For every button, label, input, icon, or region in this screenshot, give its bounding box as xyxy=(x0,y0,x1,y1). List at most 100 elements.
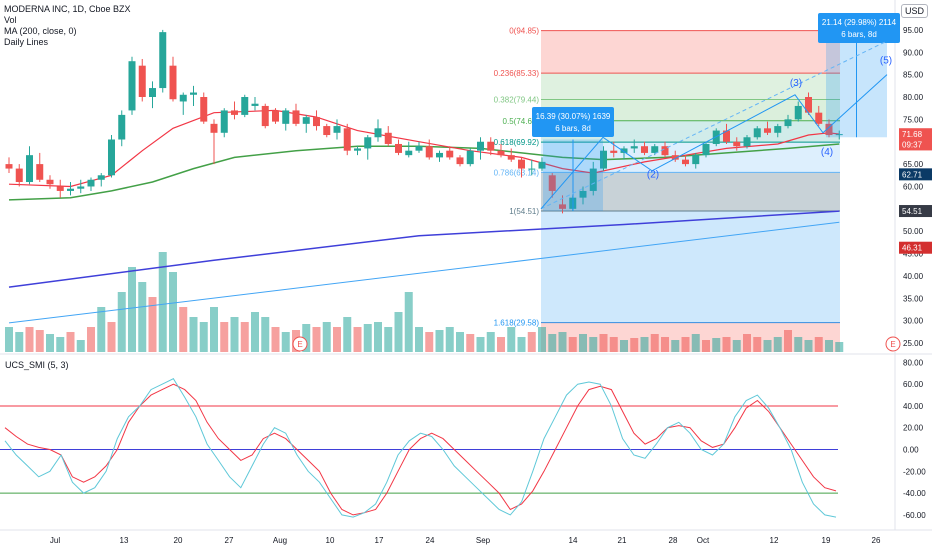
volume-bar xyxy=(763,340,772,352)
fib-level-label: 1(54.51) xyxy=(509,207,539,216)
price-tick-label: 65.00 xyxy=(903,160,924,169)
price-tag xyxy=(899,241,932,254)
price-tag-label: 54.51 xyxy=(902,207,923,216)
candle-body xyxy=(559,204,566,209)
candle-body xyxy=(384,132,392,144)
volume-bar xyxy=(630,338,639,352)
volume-bar xyxy=(691,334,700,352)
volume-bar xyxy=(302,324,311,352)
price-tag-label: 62.71 xyxy=(902,170,923,179)
volume-bar xyxy=(363,324,372,352)
candle-body xyxy=(610,150,618,153)
candle-body xyxy=(46,179,54,185)
candle-body xyxy=(784,119,792,127)
volume-bar xyxy=(199,322,208,352)
volume-bar xyxy=(753,337,762,352)
volume-bar xyxy=(148,297,157,352)
volume-bar xyxy=(394,312,403,352)
fib-level-label: 1.618(29.58) xyxy=(494,319,540,328)
time-tick-label: 14 xyxy=(569,536,578,545)
volume-bar xyxy=(609,337,618,352)
volume-bar xyxy=(230,317,239,352)
candle-body xyxy=(630,146,638,149)
volume-bar xyxy=(476,337,485,352)
candle-body xyxy=(805,97,812,113)
volume-bar xyxy=(343,317,352,352)
candle-body xyxy=(620,148,628,153)
volume-bar xyxy=(538,327,546,352)
candle-body xyxy=(210,123,218,133)
candle-body xyxy=(774,126,782,133)
candle-body xyxy=(466,150,474,165)
price-tick-label: 95.00 xyxy=(903,26,924,35)
volume-bar xyxy=(5,327,13,352)
volume-bars xyxy=(5,252,844,352)
candle-body xyxy=(518,159,525,169)
volume-bar xyxy=(712,338,721,352)
volume-bar xyxy=(56,337,65,352)
price-tick-label: 90.00 xyxy=(903,48,924,57)
candle-body xyxy=(292,110,300,124)
candle-body xyxy=(169,65,177,100)
candle-body xyxy=(446,150,454,158)
candle-body xyxy=(579,190,587,198)
measure-box-line1: 16.39 (30.07%) 1639 xyxy=(536,112,611,121)
time-tick-label: 20 xyxy=(174,536,183,545)
price-tag xyxy=(899,128,932,141)
candle-body xyxy=(661,146,669,156)
time-tick-label: Sep xyxy=(476,536,491,545)
currency-label[interactable]: USD xyxy=(900,4,928,18)
candle-body xyxy=(477,141,484,151)
candle-body xyxy=(26,155,33,182)
volume-bar xyxy=(261,317,270,352)
smi-signal-line xyxy=(4,383,837,516)
candle-body xyxy=(323,126,331,136)
volume-bar xyxy=(650,334,659,352)
candle-body xyxy=(364,137,372,149)
volume-bar xyxy=(271,327,280,352)
measure-box-line2: 6 bars, 8d xyxy=(555,124,591,133)
time-tick-label: 24 xyxy=(426,536,435,545)
candle-body xyxy=(77,186,85,189)
volume-bar xyxy=(435,330,444,352)
volume-bar xyxy=(456,332,464,352)
volume-bar xyxy=(97,307,106,352)
volume-bar xyxy=(661,337,669,352)
candle-body xyxy=(374,128,382,138)
symbol-title[interactable]: MODERNA INC, 1D, Cboe BZX xyxy=(4,4,131,14)
candle-body xyxy=(528,168,536,170)
measure-box-line1: 21.14 (29.98%) 2114 xyxy=(822,18,897,27)
chart-legend: MODERNA INC, 1D, Cboe BZX Vol MA (200, c… xyxy=(4,4,131,48)
ma-legend[interactable]: MA (200, close, 0) xyxy=(4,26,77,36)
candle-body xyxy=(241,97,249,115)
vol-legend[interactable]: Vol xyxy=(4,15,17,25)
candle-body xyxy=(723,130,730,142)
smi-tick-label: 20.00 xyxy=(903,424,924,433)
daily-lines-legend[interactable]: Daily Lines xyxy=(4,37,49,47)
fib-zone xyxy=(541,30,840,74)
candle-body xyxy=(220,110,228,133)
measure-box xyxy=(818,13,900,43)
candle-body xyxy=(149,88,156,97)
volume-bar xyxy=(681,337,690,352)
candle-body xyxy=(507,155,515,160)
price-tag-label: 09:37 xyxy=(902,140,923,149)
annotations[interactable]: E E 16.39 (30.07%) 1639 6 bars, 8d 21.14 (29… xyxy=(292,13,901,352)
fib-level-label: 0.786(63.14) xyxy=(494,168,540,177)
volume-bar xyxy=(220,322,229,352)
time-tick-label: 17 xyxy=(375,536,384,545)
candle-body xyxy=(538,161,546,169)
candle-body xyxy=(118,114,126,140)
price-tick-label: 45.00 xyxy=(903,250,924,259)
volume-bar xyxy=(702,340,710,352)
candle-body xyxy=(200,97,208,122)
time-tick-label: 26 xyxy=(872,536,881,545)
candle-body xyxy=(333,126,341,133)
candle-body xyxy=(712,130,720,144)
candle-body xyxy=(497,150,505,156)
volume-bar xyxy=(486,332,495,352)
volume-bar xyxy=(158,252,167,352)
projection-line xyxy=(540,40,888,210)
ma200-line xyxy=(8,210,840,288)
